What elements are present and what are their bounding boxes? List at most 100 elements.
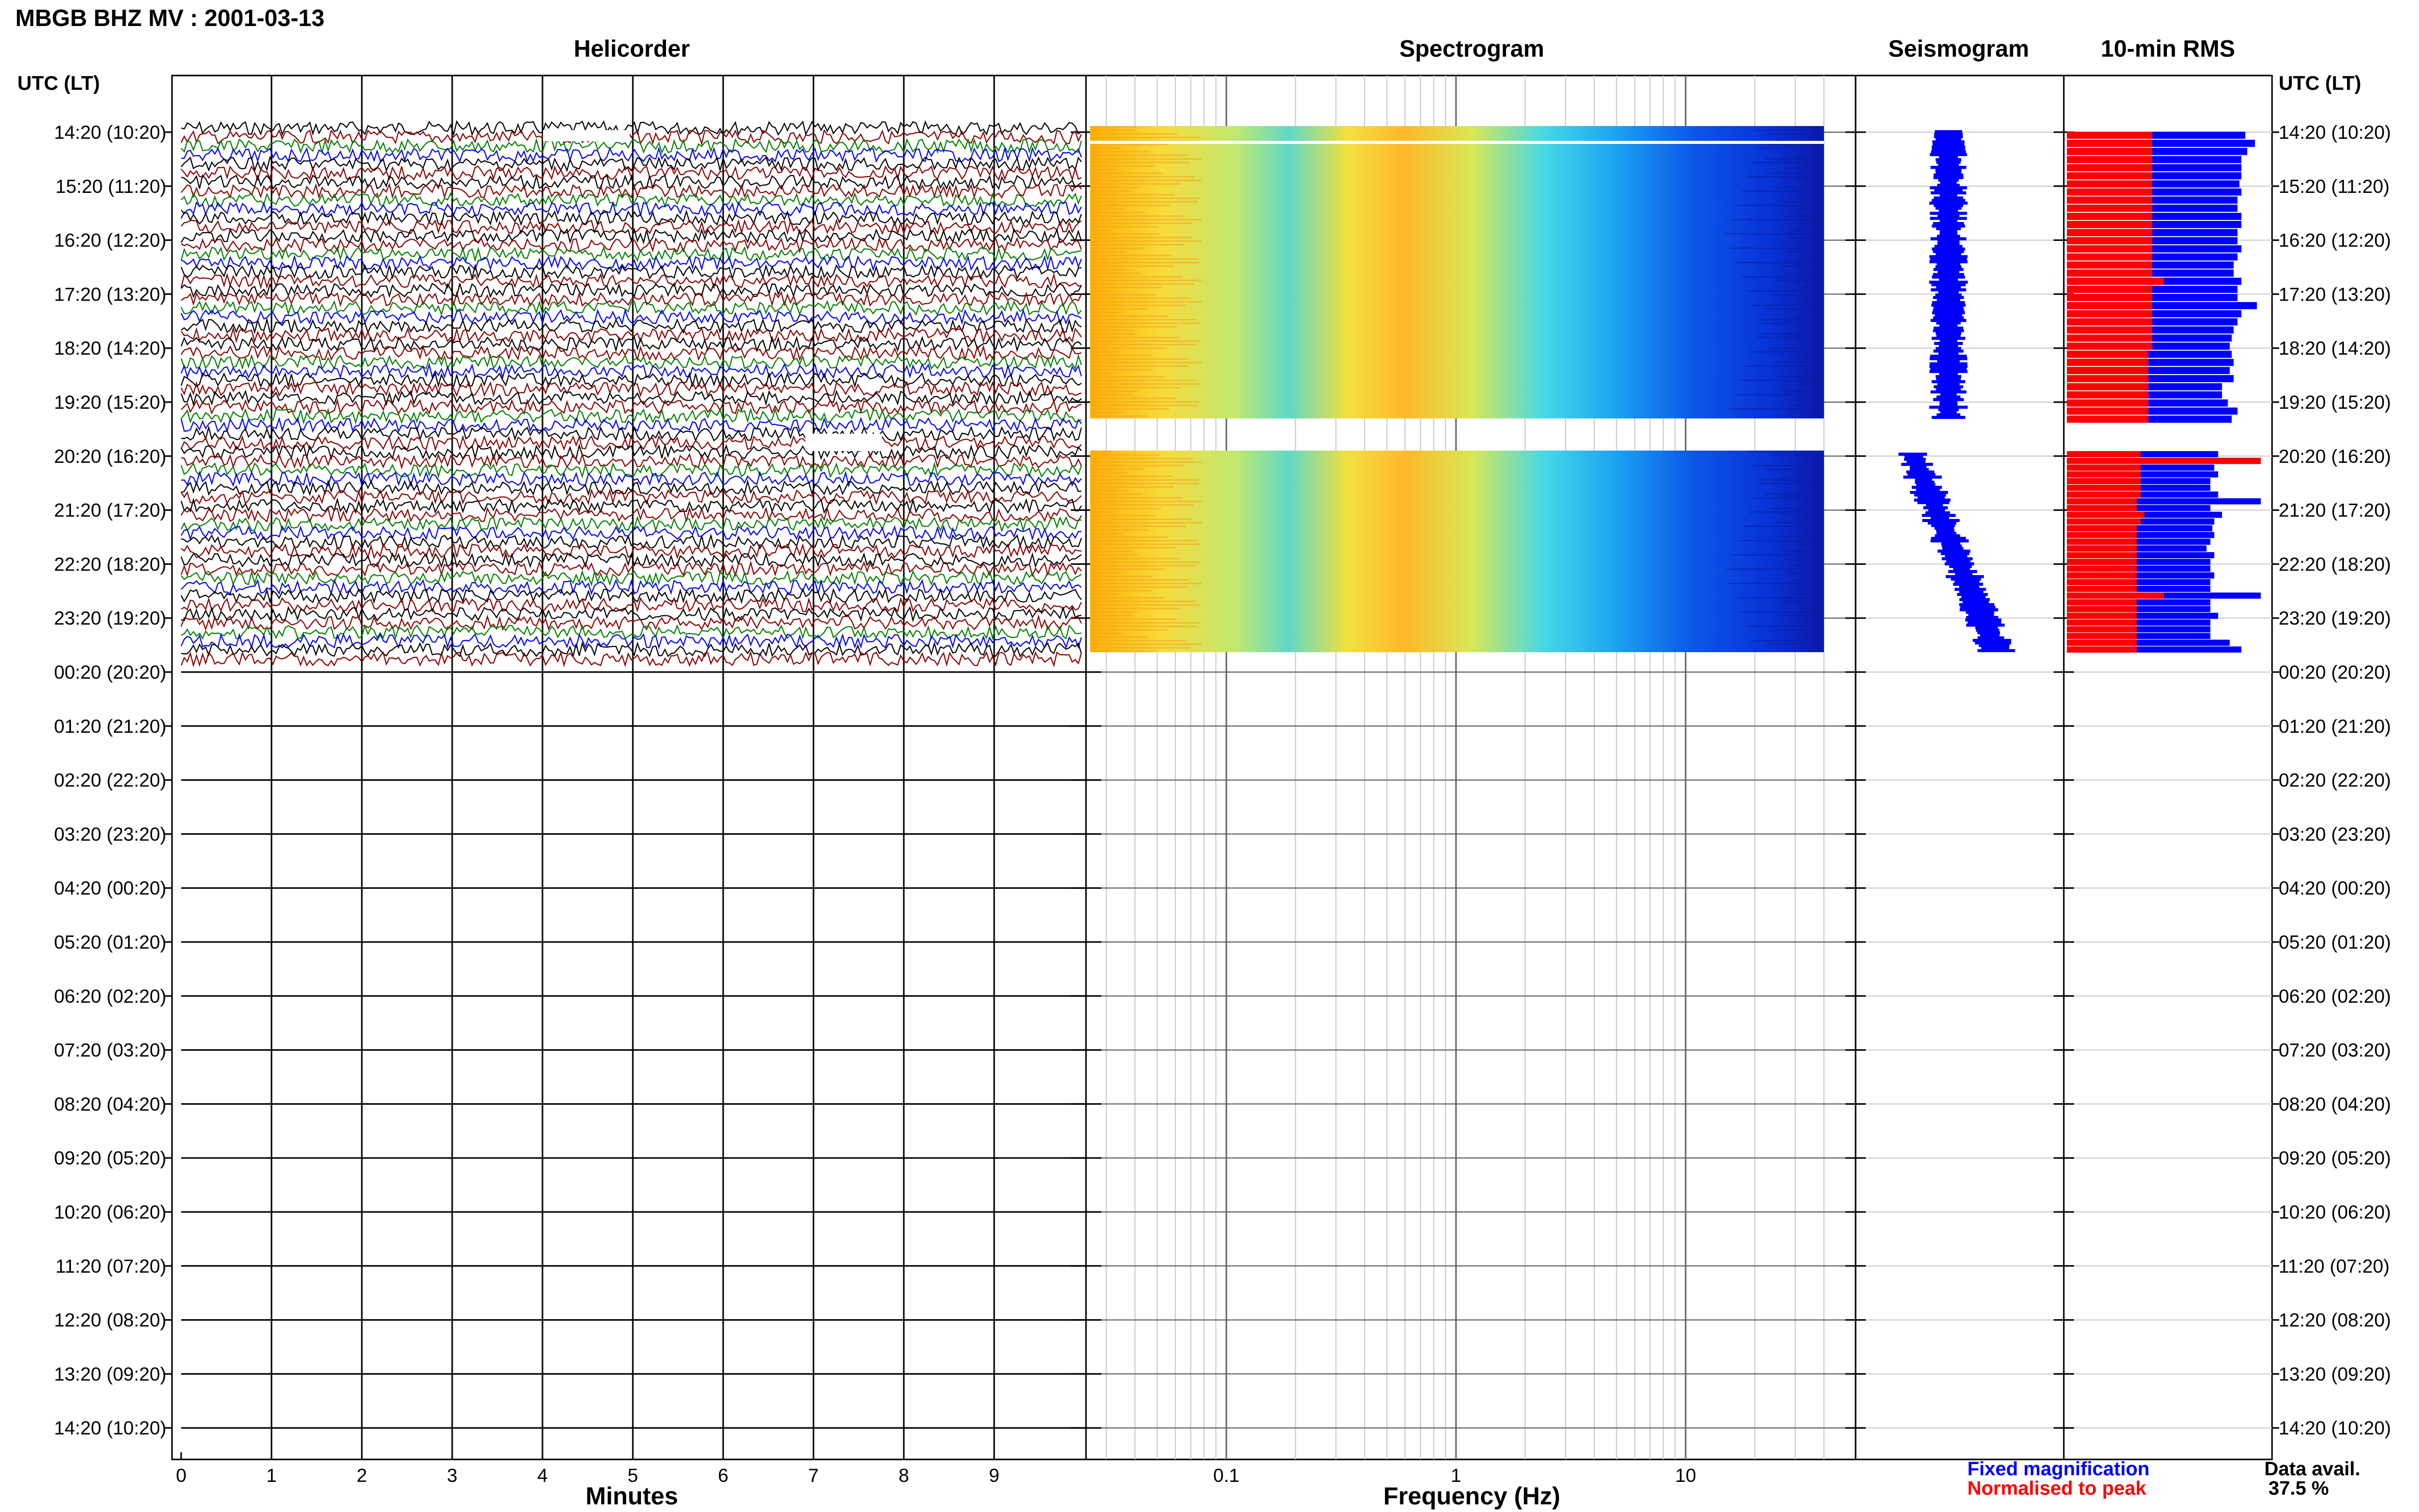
spectrogram-stripe: [1090, 262, 1200, 263]
spectrogram-stripe: [1090, 215, 1185, 217]
time-label-right: 11:20 (07:20): [2279, 1256, 2389, 1277]
spectrogram-stripe: [1790, 572, 1824, 574]
spectrogram-stripe: [1811, 137, 1824, 138]
spectrogram-stripe: [1745, 626, 1824, 627]
helicorder-trace: [181, 452, 1082, 470]
spectrogram-stripe: [1808, 651, 1824, 652]
spectrogram-stripe: [1090, 526, 1187, 527]
spectrogram-stripe: [1090, 511, 1114, 513]
time-label-right: 17:20 (13:20): [2279, 284, 2391, 305]
helicorder-trace: [181, 173, 1082, 190]
helicorder-trace: [181, 407, 1082, 425]
spectrogram-stripe: [1090, 547, 1177, 549]
spectrogram-stripe: [1090, 219, 1202, 220]
time-label-right: 13:20 (09:20): [2279, 1364, 2391, 1384]
helicorder-trace: [180, 335, 1082, 353]
helicorder-trace: [181, 146, 1082, 163]
spectrogram-stripe: [1090, 158, 1202, 160]
spectrogram-stripe: [1801, 369, 1824, 370]
spectrogram-stripe: [1090, 226, 1158, 228]
spectrogram-stripe: [1090, 454, 1160, 456]
time-label-right: 04:20 (00:20): [2279, 878, 2391, 899]
spectrogram-stripe: [1798, 383, 1824, 385]
helicorder-trace: [181, 398, 1082, 415]
rms-bar-normalised: [2067, 518, 2141, 525]
spectrogram-stripe: [1090, 308, 1149, 310]
rms-bar-normalised: [2067, 451, 2141, 457]
rms-bar-normalised: [2067, 139, 2153, 147]
time-label-right: 12:20 (08:20): [2279, 1310, 2391, 1331]
spectrogram-stripe: [1743, 526, 1824, 527]
rms-bar-normalised: [2067, 213, 2153, 220]
rms-bar-normalised: [2067, 565, 2137, 572]
helicorder-trace: [180, 560, 1082, 578]
helicorder-trace: [181, 624, 1082, 640]
rms-bar-normalised: [2067, 334, 2153, 342]
spectrogram-stripe: [1800, 529, 1824, 531]
spectrogram-stripe: [1090, 176, 1195, 178]
rms-bar-normalised: [2067, 626, 2137, 633]
helicorder-trace: [180, 614, 1082, 631]
spectrogram-stripe: [1728, 408, 1824, 410]
spectrogram-stripe: [1769, 454, 1824, 456]
spectrogram-xlabel: Frequency (Hz): [1383, 1483, 1561, 1510]
spectrogram-stripe: [1814, 518, 1824, 520]
rms-bar-normalised: [2067, 180, 2153, 188]
spectrogram-stripe: [1090, 151, 1149, 153]
time-label-left: 00:20 (20:20): [54, 662, 166, 683]
spectrogram-stripe: [1090, 497, 1183, 499]
spectrogram-stripe: [1090, 590, 1152, 591]
helicorder-trace: [180, 632, 1082, 650]
spectrogram-stripe: [1761, 323, 1824, 324]
spectrogram-stripe: [1090, 504, 1194, 506]
rms-bar-normalised: [2067, 237, 2153, 244]
spectrogram-stripe: [1090, 362, 1202, 363]
spectrogram-stripe: [1749, 511, 1824, 513]
spectrogram-stripe: [1786, 586, 1824, 588]
spectrogram-stripe: [1758, 319, 1824, 320]
spectrogram-stripe: [1806, 301, 1824, 303]
spectrogram-stripe: [1806, 461, 1824, 463]
spectrogram-stripe: [1090, 608, 1179, 609]
time-label-right: 09:20 (05:20): [2279, 1148, 2391, 1169]
spectrogram-stripe: [1090, 301, 1202, 303]
rms-bar-normalised: [2067, 318, 2153, 326]
spectrogram-stripe: [1090, 451, 1112, 452]
spectrogram-stripe: [1090, 294, 1155, 295]
time-label-right: 21:20 (17:20): [2279, 500, 2391, 521]
spectrogram-stripe: [1740, 611, 1824, 613]
time-label-right: 16:20 (12:20): [2279, 230, 2391, 251]
spectrogram-stripe: [1796, 208, 1824, 210]
spectrogram-stripe: [1090, 180, 1202, 181]
spectrogram-stripe: [1766, 308, 1824, 310]
rms-bar-normalised: [2067, 471, 2141, 478]
spectrogram-stripe: [1810, 330, 1824, 331]
spectrogram-stripe: [1816, 415, 1824, 417]
spectrogram-stripe: [1816, 576, 1824, 577]
helicorder-trace: [180, 272, 1082, 290]
spectrogram-gap-line: [1090, 141, 1824, 144]
time-label-left: 06:20 (02:20): [54, 986, 166, 1007]
helicorder-trace: [181, 137, 1082, 155]
helicorder-trace: [181, 479, 1082, 497]
spectrogram-stripe: [1090, 458, 1193, 459]
time-label-right: 01:20 (21:20): [2279, 716, 2391, 737]
spectrogram-title: Spectrogram: [1399, 35, 1544, 62]
time-label-left: 03:20 (23:20): [54, 824, 166, 845]
spectrogram-stripe: [1090, 233, 1159, 235]
spectrogram-stripe: [1815, 373, 1824, 374]
helicorder-trace: [181, 155, 1082, 172]
spectrogram-stripe: [1815, 197, 1824, 199]
spectrogram-stripe: [1090, 280, 1202, 281]
spectrogram-stripe: [1090, 269, 1130, 270]
spectrogram-stripe: [1758, 147, 1824, 149]
helicorder-trace: [181, 209, 1082, 227]
spectrogram-stripe: [1090, 287, 1162, 288]
spectrogram-stripe: [1090, 493, 1142, 495]
spectrogram-stripe: [1090, 380, 1196, 381]
spectrogram-stripe: [1090, 272, 1142, 274]
spectrogram-stripe: [1090, 133, 1178, 135]
spectrogram-stripe: [1816, 604, 1824, 606]
spectrogram-stripe: [1090, 319, 1197, 320]
spectrogram-stripe: [1815, 533, 1824, 534]
